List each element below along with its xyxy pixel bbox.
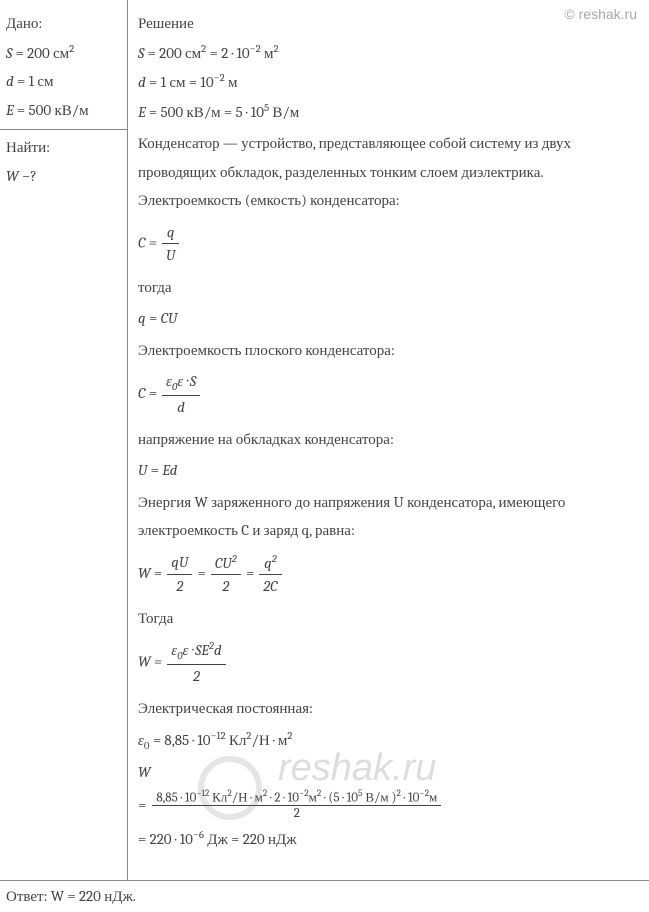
answer-line: Ответ: W = 220 нДж. <box>0 880 649 912</box>
given-column: Дано: S = 200 см2 d = 1 см E = 500 кВ/м … <box>0 0 128 880</box>
eq-w-chain: W = qU2 = CU22 = q22C <box>138 551 643 598</box>
conv-2: d = 1 см = 10−2 м <box>138 70 643 94</box>
w-symbol: W <box>138 761 643 784</box>
para-2: Электроемкость плоского конденсатора: <box>138 336 643 365</box>
eq-capacitance: C = qU <box>138 221 643 267</box>
find-label: Найти: <box>6 136 119 159</box>
divider <box>0 129 127 130</box>
w-result: = 220 · 10−6 Дж = 220 нДж <box>138 827 643 851</box>
given-2: d = 1 см <box>6 70 119 93</box>
find-1: W −? <box>6 165 119 188</box>
then-2: Тогда <box>138 604 643 633</box>
then-1: тогда <box>138 273 643 302</box>
para-1: Конденсатор — устройство, представляющее… <box>138 129 643 215</box>
solution-title: Решение <box>138 12 643 35</box>
eq-w-formula: W = ε0ε · SE2d2 <box>138 638 643 688</box>
given-label: Дано: <box>6 12 119 35</box>
para-4: Энергия W заряженного до напряжения U ко… <box>138 488 643 545</box>
w-calculation: = 8,85 · 10−12 Кл2/Н · м2 · 2 · 10−2м2 ·… <box>138 789 643 821</box>
problem-container: Дано: S = 200 см2 d = 1 см E = 500 кВ/м … <box>0 0 649 880</box>
given-1: S = 200 см2 <box>6 41 119 65</box>
eq-u: U = Ed <box>138 459 643 482</box>
conv-3: E = 500 кВ/м = 5 · 105 В/м <box>138 100 643 124</box>
eq-c-flat: C = ε0ε · Sd <box>138 370 643 419</box>
para-5: Электрическая постоянная: <box>138 694 643 723</box>
eps0-value: ε0 = 8,85 · 10−12 Кл2/Н · м2 <box>138 728 643 754</box>
conv-1: S = 200 см2 = 2 · 10−2 м2 <box>138 41 643 65</box>
eq-q: q = CU <box>138 307 643 330</box>
para-3: напряжение на обкладках конденсатора: <box>138 425 643 454</box>
given-3: E = 500 кВ/м <box>6 99 119 122</box>
solution-column: reshak.ru Решение S = 200 см2 = 2 · 10−2… <box>128 0 649 880</box>
